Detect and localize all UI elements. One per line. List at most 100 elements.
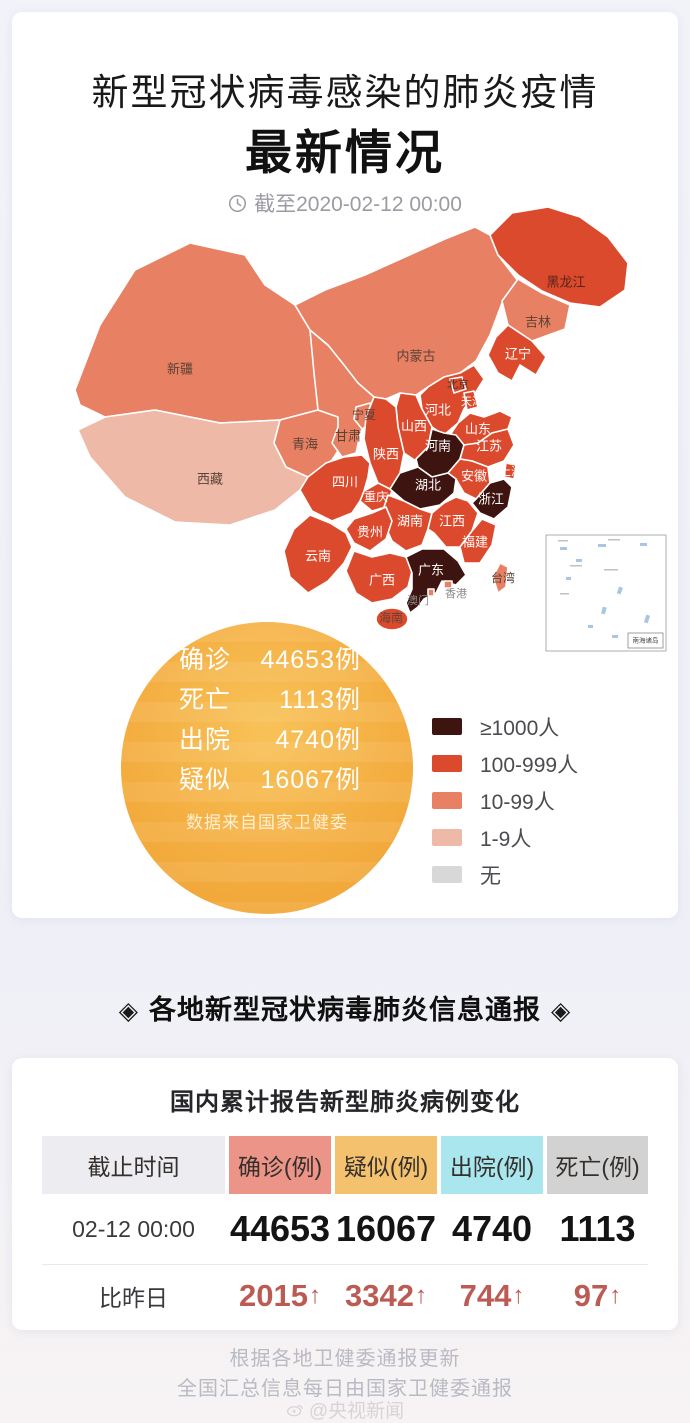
province-xinjiang xyxy=(74,242,319,424)
province-label: 贵州 xyxy=(357,524,383,539)
province-yunnan xyxy=(283,514,353,594)
section-title-row: ◈ 各地新型冠状病毒肺炎信息通报 ◈ xyxy=(0,988,690,1027)
province-label: 海南 xyxy=(379,610,403,625)
province-label: 天津 xyxy=(461,395,483,408)
legend-row: 10-99人 xyxy=(432,782,578,819)
up-arrow-icon: ↑ xyxy=(414,1282,427,1309)
deaths-total: 1113 xyxy=(559,1208,636,1249)
page-subtitle: 最新情况 xyxy=(245,126,445,179)
province-label: 江苏 xyxy=(476,438,502,453)
province-label: 甘肃 xyxy=(335,428,361,443)
province-zhejiang xyxy=(471,478,513,520)
up-arrow-icon: ↑ xyxy=(609,1282,622,1309)
as-of-timestamp: 截至2020-02-12 00:00 xyxy=(254,193,462,216)
suspected-change: 3342 ↑ xyxy=(335,1264,437,1328)
province-hongkong xyxy=(443,580,453,589)
stat-value: 4740例 xyxy=(275,726,361,754)
clock-icon xyxy=(228,194,247,213)
table-title: 国内累计报告新型肺炎病例变化 xyxy=(170,1089,520,1116)
confirmed-change: 2015 ↑ xyxy=(229,1264,331,1328)
stat-row-suspected: 疑似 16067例 xyxy=(179,758,361,798)
change-value: 2015 xyxy=(239,1278,308,1313)
confirmed-total: 44653 xyxy=(229,1208,331,1249)
province-label: 台湾 xyxy=(491,570,515,585)
province-label: 宁夏 xyxy=(352,407,376,422)
province-fujian xyxy=(459,518,497,564)
province-label: 内蒙古 xyxy=(396,348,435,363)
province-label: 西藏 xyxy=(197,471,223,486)
stat-value: 44653例 xyxy=(260,646,361,674)
province-label: 福建 xyxy=(462,534,488,549)
legend-swatch-none xyxy=(432,866,462,883)
legend-swatch-1-9 xyxy=(432,829,462,846)
province-tianjin xyxy=(463,390,479,411)
province-label: 黑龙江 xyxy=(546,274,585,289)
stat-label: 疑似 xyxy=(179,766,232,794)
up-arrow-icon: ↑ xyxy=(512,1282,525,1309)
legend-row: 1-9人 xyxy=(432,819,578,856)
diamond-icon: ◈ xyxy=(551,997,572,1025)
province-xizang xyxy=(77,409,309,526)
cases-table: 截止时间 确诊(例) 疑似(例) 出院(例) 死亡(例) 02-12 00:00… xyxy=(42,1136,648,1328)
province-macau xyxy=(427,588,435,597)
province-jilin xyxy=(501,278,571,342)
inset-label: 南海诸岛 xyxy=(633,636,659,645)
province-sichuan xyxy=(299,454,371,522)
province-label: 河北 xyxy=(425,402,451,417)
province-label: 云南 xyxy=(305,548,331,563)
row-change-label: 比昨日 xyxy=(99,1285,168,1311)
province-guangxi xyxy=(345,550,413,604)
discharged-total: 4740 xyxy=(451,1208,533,1249)
col-header-suspected: 疑似(例) xyxy=(335,1136,437,1194)
stat-row-deaths: 死亡 1113例 xyxy=(179,678,361,718)
province-label: 山东 xyxy=(465,421,491,436)
province-label: 湖北 xyxy=(415,477,441,492)
change-value: 97 xyxy=(573,1278,609,1313)
suspected-total: 16067 xyxy=(335,1208,437,1249)
province-label: 河南 xyxy=(425,438,451,453)
province-label: 陕西 xyxy=(373,446,399,461)
stat-row-confirmed: 确诊 44653例 xyxy=(179,638,361,678)
south-sea-inset: 南海诸岛 xyxy=(545,534,667,652)
province-liaoning xyxy=(487,324,547,382)
province-shanghai xyxy=(503,462,517,480)
province-neimenggu xyxy=(294,226,519,400)
province-label: 香港 xyxy=(445,587,467,600)
footer-note-1: 根据各地卫健委通报更新 xyxy=(229,1348,461,1370)
col-header-time: 截止时间 xyxy=(42,1136,225,1194)
national-cases-table-card: 国内累计报告新型肺炎病例变化 截止时间 确诊(例) 疑似(例) 出院(例) 死亡… xyxy=(12,1058,678,1330)
province-label: 湖南 xyxy=(397,513,423,528)
province-label: 青海 xyxy=(292,436,318,451)
totals-circle: 确诊 44653例 死亡 1113例 出院 4740例 疑似 16067例 数据… xyxy=(121,622,413,914)
stat-row-discharged: 出院 4740例 xyxy=(179,718,361,758)
province-label: 安徽 xyxy=(461,468,487,483)
diamond-icon: ◈ xyxy=(118,997,139,1025)
stat-label: 出院 xyxy=(179,726,232,754)
table-row-divider xyxy=(42,1264,648,1265)
province-guangdong xyxy=(405,548,467,614)
province-label: 辽宁 xyxy=(505,346,531,361)
row-time-label: 02-12 00:00 xyxy=(72,1215,195,1242)
map-legend: ≥1000人 100-999人 10-99人 1-9人 无 xyxy=(432,708,578,893)
province-label: 广西 xyxy=(369,572,395,587)
change-value: 744 xyxy=(459,1278,512,1313)
section-title: 各地新型冠状病毒肺炎信息通报 xyxy=(149,995,541,1025)
watermark-credit: @央视新闻 xyxy=(308,1401,405,1422)
data-source-note: 数据来自国家卫健委 xyxy=(186,813,348,832)
footer-note-2: 全国汇总信息每日由国家卫健委通报 xyxy=(177,1378,513,1400)
legend-swatch-10-99 xyxy=(432,792,462,809)
province-label: 浙江 xyxy=(478,491,504,506)
as-of-timestamp-row: 截至2020-02-12 00:00 xyxy=(12,188,678,218)
col-header-discharged: 出院(例) xyxy=(441,1136,543,1194)
legend-label: 无 xyxy=(480,864,501,888)
province-label: 山西 xyxy=(401,418,427,433)
stat-value: 16067例 xyxy=(260,766,361,794)
up-arrow-icon: ↑ xyxy=(308,1282,321,1309)
discharged-change: 744 ↑ xyxy=(441,1264,543,1328)
epidemic-map-card: 新型冠状病毒感染的肺炎疫情 最新情况 截至2020-02-12 00:00 xyxy=(12,12,678,918)
province-label: 江西 xyxy=(439,513,465,528)
col-header-deaths: 死亡(例) xyxy=(547,1136,648,1194)
province-label: 新疆 xyxy=(167,361,193,376)
page-title: 新型冠状病毒感染的肺炎疫情 xyxy=(91,72,599,113)
